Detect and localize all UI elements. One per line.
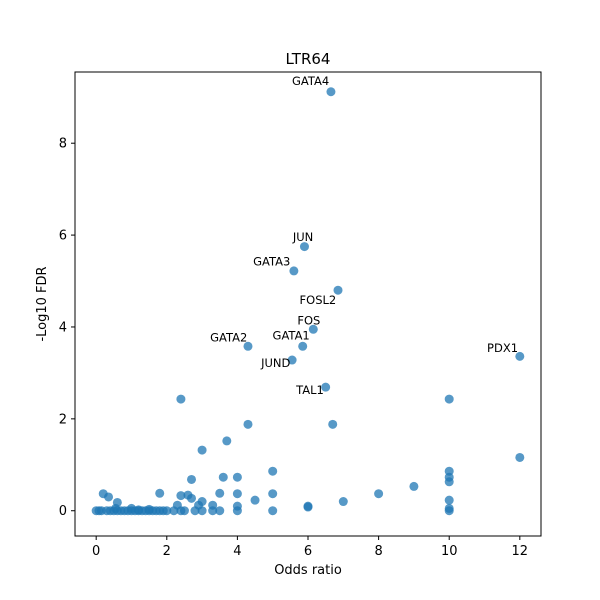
chart-title: LTR64 <box>286 50 331 68</box>
x-tick-label: 4 <box>233 544 241 559</box>
annotation-label: GATA2 <box>210 331 247 345</box>
data-point <box>326 87 336 97</box>
data-point <box>104 492 114 502</box>
data-point <box>243 419 253 429</box>
data-point <box>126 503 136 513</box>
data-point <box>134 505 144 515</box>
data-point <box>298 341 308 351</box>
annotation-label: GATA4 <box>292 74 329 88</box>
data-point <box>268 489 278 499</box>
annotation-label: FOSL2 <box>300 293 337 307</box>
annotation-label: FOS <box>297 314 320 328</box>
data-point <box>333 285 343 295</box>
data-point <box>299 242 309 252</box>
data-point <box>268 506 278 516</box>
data-point <box>515 351 525 361</box>
data-point <box>215 488 225 498</box>
x-tick-label: 12 <box>512 544 529 559</box>
data-point <box>179 506 189 516</box>
y-axis-ticks: 0 2 4 6 8 <box>59 137 75 519</box>
data-point <box>287 355 297 365</box>
annotation-label: JUND <box>260 356 290 370</box>
x-tick-label: 6 <box>304 544 312 559</box>
y-tick-label: 4 <box>59 320 67 335</box>
data-point <box>444 394 454 404</box>
data-point <box>144 504 154 514</box>
x-axis-ticks: 0 2 4 6 8 10 12 <box>92 536 528 559</box>
data-point <box>218 472 228 482</box>
x-tick-label: 0 <box>92 544 100 559</box>
x-axis-label: Odds ratio <box>274 563 342 578</box>
data-point <box>232 472 242 482</box>
data-point <box>303 501 313 511</box>
x-tick-label: 8 <box>374 544 382 559</box>
data-point <box>289 266 299 276</box>
y-tick-label: 8 <box>59 137 67 152</box>
annotation-label: GATA3 <box>253 254 290 268</box>
annotation-label: PDX1 <box>487 341 518 355</box>
data-point <box>197 445 207 455</box>
data-point <box>338 497 348 507</box>
data-point <box>187 493 196 503</box>
data-point <box>232 501 242 511</box>
annotation-label: JUN <box>292 230 313 244</box>
data-point <box>374 489 384 499</box>
annotation-label: GATA1 <box>273 328 310 342</box>
y-tick-label: 0 <box>59 504 67 519</box>
data-point <box>250 495 260 505</box>
data-point <box>444 495 454 505</box>
data-points <box>91 87 525 516</box>
x-tick-label: 2 <box>163 544 171 559</box>
data-point <box>232 489 242 499</box>
data-point <box>321 382 331 392</box>
data-point <box>268 466 278 476</box>
data-point <box>208 500 218 510</box>
data-point <box>215 506 225 516</box>
y-axis-label: -Log10 FDR <box>35 266 50 341</box>
data-point <box>197 497 207 507</box>
data-point <box>155 488 165 498</box>
data-point <box>243 341 253 351</box>
annotation-label: TAL1 <box>295 383 324 397</box>
data-point <box>308 324 318 334</box>
data-point <box>409 481 419 491</box>
data-point <box>187 474 196 484</box>
data-point <box>444 466 454 476</box>
data-point <box>176 491 186 501</box>
data-point <box>176 394 186 404</box>
x-tick-label: 10 <box>441 544 458 559</box>
data-point <box>444 503 454 513</box>
data-point <box>222 436 232 446</box>
data-point <box>328 419 338 429</box>
data-point <box>111 503 121 513</box>
data-point <box>172 500 182 510</box>
data-point <box>162 506 172 516</box>
data-point <box>515 452 525 462</box>
y-tick-label: 2 <box>59 412 67 427</box>
y-tick-label: 6 <box>59 229 67 244</box>
